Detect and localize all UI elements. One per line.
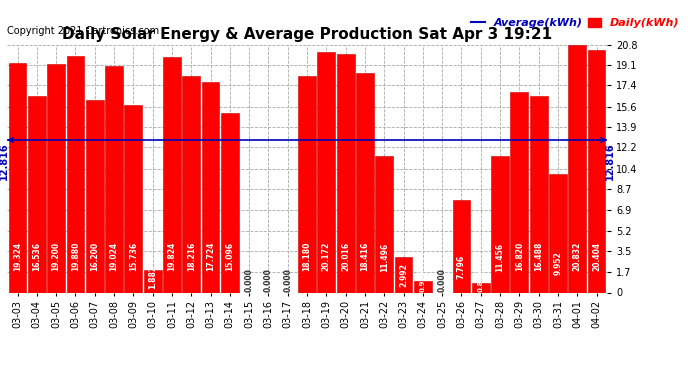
Bar: [569, 45, 586, 292]
Bar: [28, 96, 46, 292]
Text: 12.816: 12.816: [605, 142, 615, 180]
Text: 20.404: 20.404: [592, 242, 601, 271]
Bar: [124, 105, 142, 292]
Text: 2.992: 2.992: [399, 263, 408, 287]
Title: Daily Solar Energy & Average Production Sat Apr 3 19:21: Daily Solar Energy & Average Production …: [62, 27, 552, 42]
Bar: [9, 63, 26, 292]
Bar: [588, 50, 605, 292]
Bar: [414, 281, 432, 292]
Bar: [163, 57, 181, 292]
Text: 16.488: 16.488: [534, 242, 543, 271]
Bar: [356, 74, 374, 292]
Legend: Average(kWh), Daily(kWh): Average(kWh), Daily(kWh): [471, 18, 680, 28]
Text: 11.496: 11.496: [380, 243, 388, 272]
Text: 1.882: 1.882: [148, 265, 157, 289]
Text: 18.216: 18.216: [187, 242, 196, 271]
Text: 9.952: 9.952: [553, 251, 562, 275]
Text: 12.816: 12.816: [0, 142, 9, 180]
Text: 15.096: 15.096: [226, 242, 235, 271]
Text: 0.000: 0.000: [437, 268, 446, 292]
Text: 20.016: 20.016: [341, 242, 350, 271]
Text: Copyright 2021 Cartronics.com: Copyright 2021 Cartronics.com: [7, 26, 159, 36]
Text: 18.180: 18.180: [302, 242, 312, 271]
Text: 19.880: 19.880: [71, 242, 80, 271]
Bar: [105, 66, 123, 292]
Bar: [337, 54, 355, 292]
Text: 16.536: 16.536: [32, 242, 41, 271]
Text: 20.832: 20.832: [573, 242, 582, 271]
Text: 17.724: 17.724: [206, 242, 215, 271]
Bar: [395, 257, 413, 292]
Text: 16.200: 16.200: [90, 242, 99, 271]
Text: 15.736: 15.736: [129, 242, 138, 271]
Text: 0.980: 0.980: [420, 270, 426, 292]
Bar: [375, 156, 393, 292]
Text: 19.024: 19.024: [110, 242, 119, 271]
Text: 11.456: 11.456: [495, 243, 504, 272]
Bar: [453, 200, 471, 292]
Text: 18.416: 18.416: [360, 242, 369, 271]
Bar: [298, 76, 316, 292]
Text: 0.840: 0.840: [477, 270, 484, 292]
Bar: [86, 100, 104, 292]
Text: 0.000: 0.000: [284, 268, 293, 292]
Text: 19.200: 19.200: [52, 242, 61, 271]
Bar: [511, 92, 529, 292]
Text: 16.820: 16.820: [515, 242, 524, 271]
Bar: [66, 56, 84, 292]
Text: 7.796: 7.796: [457, 255, 466, 279]
Text: 19.324: 19.324: [13, 242, 22, 271]
Bar: [530, 96, 548, 292]
Bar: [221, 113, 239, 292]
Text: 0.000: 0.000: [264, 268, 273, 292]
Bar: [47, 64, 65, 292]
Bar: [144, 270, 161, 292]
Text: 0.000: 0.000: [245, 268, 254, 292]
Bar: [201, 82, 219, 292]
Bar: [491, 156, 509, 292]
Text: 19.824: 19.824: [168, 242, 177, 271]
Text: 20.172: 20.172: [322, 242, 331, 271]
Bar: [549, 174, 567, 292]
Bar: [317, 53, 335, 292]
Bar: [472, 282, 490, 292]
Bar: [182, 76, 200, 292]
